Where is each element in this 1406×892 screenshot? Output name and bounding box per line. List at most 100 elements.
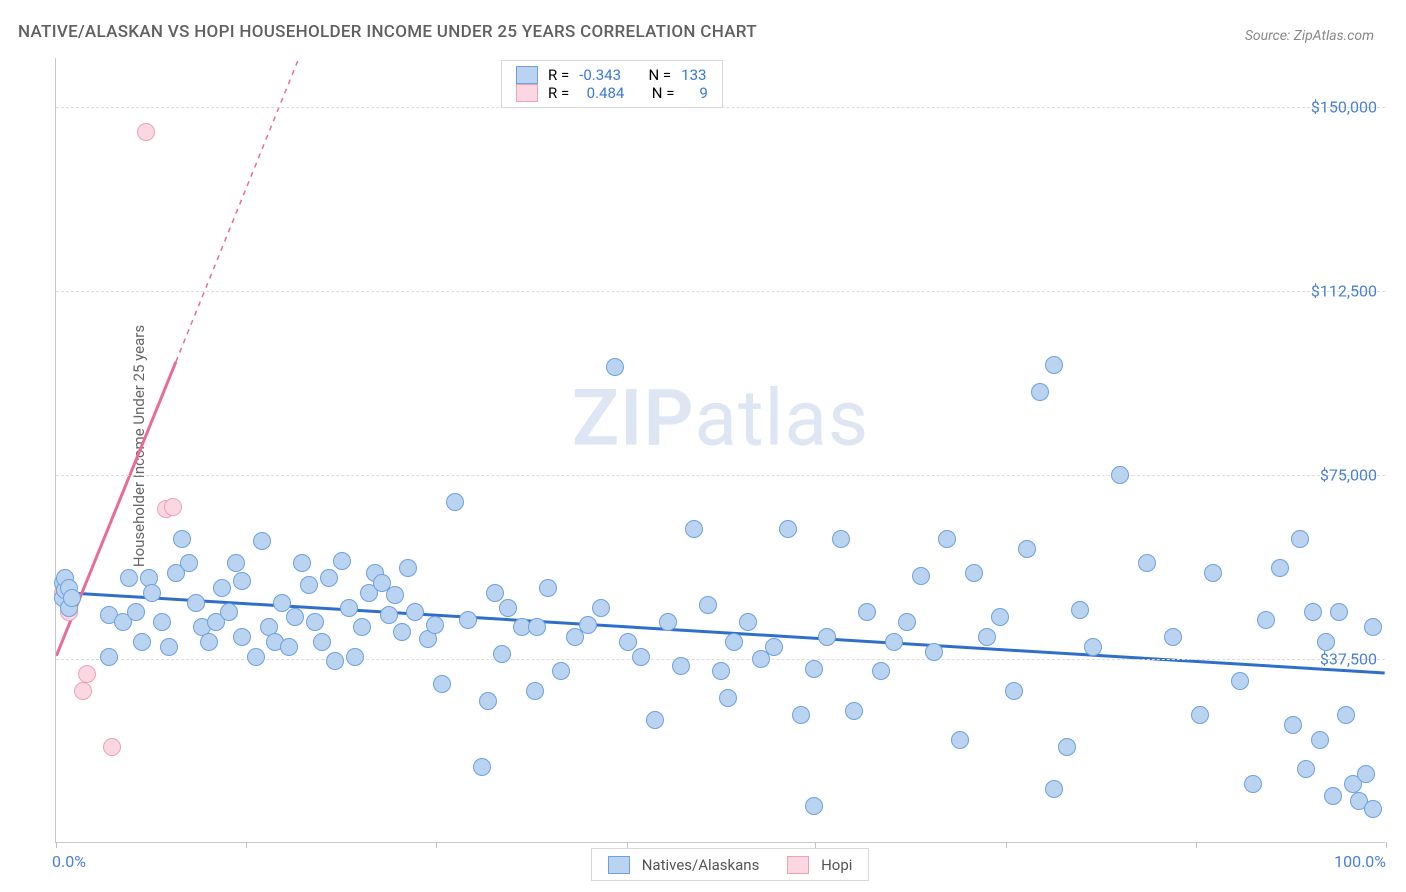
scatter-point-blue	[286, 608, 304, 626]
scatter-point-blue	[805, 797, 823, 815]
y-tick-label: $150,000	[1311, 98, 1377, 117]
scatter-point-blue	[1330, 603, 1348, 621]
scatter-point-blue	[340, 599, 358, 617]
scatter-point-blue	[965, 564, 983, 582]
x-tick	[436, 842, 437, 848]
scatter-point-blue	[872, 662, 890, 680]
scatter-point-blue	[1297, 760, 1315, 778]
scatter-point-blue	[153, 613, 171, 631]
scatter-point-blue	[127, 603, 145, 621]
scatter-point-blue	[180, 554, 198, 572]
scatter-point-blue	[333, 552, 351, 570]
watermark: ZIPatlas	[572, 373, 869, 464]
x-tick	[627, 842, 628, 848]
scatter-point-blue	[1031, 383, 1049, 401]
legend-r-label: R =	[548, 66, 569, 84]
legend-n-label: N =	[648, 66, 671, 84]
scatter-point-blue	[133, 633, 151, 651]
scatter-point-blue	[227, 554, 245, 572]
scatter-point-blue	[306, 613, 324, 631]
scatter-point-blue	[120, 569, 138, 587]
scatter-point-blue	[1337, 706, 1355, 724]
scatter-point-blue	[1311, 731, 1329, 749]
scatter-point-blue	[247, 648, 265, 666]
scatter-point-blue	[1191, 706, 1209, 724]
legend-swatch-pink	[516, 84, 538, 102]
scatter-point-blue	[213, 579, 231, 597]
scatter-plot-area: ZIPatlas R = -0.343 N = 133 R = 0.484 N …	[55, 58, 1385, 843]
scatter-point-blue	[233, 628, 251, 646]
x-tick	[1196, 842, 1197, 848]
legend-swatch-pink2	[787, 856, 809, 874]
scatter-point-blue	[719, 689, 737, 707]
scatter-point-blue	[63, 589, 81, 607]
scatter-point-blue	[632, 648, 650, 666]
scatter-point-blue	[646, 711, 664, 729]
scatter-point-blue	[685, 520, 703, 538]
scatter-point-blue	[1138, 554, 1156, 572]
legend-r-pink: 0.484	[579, 84, 624, 102]
scatter-point-blue	[1304, 603, 1322, 621]
scatter-point-blue	[1084, 638, 1102, 656]
scatter-point-blue	[473, 758, 491, 776]
scatter-point-blue	[818, 628, 836, 646]
scatter-point-blue	[606, 358, 624, 376]
scatter-point-blue	[1324, 787, 1342, 805]
scatter-point-blue	[187, 594, 205, 612]
scatter-point-blue	[353, 618, 371, 636]
legend-n-label2: N =	[652, 84, 675, 102]
scatter-point-blue	[1005, 682, 1023, 700]
scatter-point-blue	[200, 633, 218, 651]
legend-label-pink: Hopi	[821, 856, 852, 874]
scatter-point-blue	[712, 662, 730, 680]
grid-line	[56, 291, 1385, 292]
scatter-point-blue	[326, 652, 344, 670]
scatter-point-blue	[220, 603, 238, 621]
scatter-point-blue	[486, 584, 504, 602]
scatter-point-blue	[1317, 633, 1335, 651]
scatter-point-pink	[137, 123, 155, 141]
x-tick	[1386, 842, 1387, 848]
scatter-point-blue	[100, 648, 118, 666]
scatter-point-blue	[885, 633, 903, 651]
scatter-point-blue	[253, 532, 271, 550]
scatter-point-blue	[539, 579, 557, 597]
scatter-point-blue	[1204, 564, 1222, 582]
scatter-point-blue	[300, 576, 318, 594]
trendlines-svg	[56, 58, 1385, 842]
scatter-point-blue	[273, 594, 291, 612]
scatter-point-blue	[1244, 775, 1262, 793]
scatter-point-blue	[978, 628, 996, 646]
scatter-point-pink	[164, 498, 182, 516]
y-tick-label: $37,500	[1320, 650, 1377, 669]
scatter-point-blue	[346, 648, 364, 666]
legend-n-blue: 133	[681, 66, 706, 84]
legend-swatch-blue2	[608, 856, 630, 874]
scatter-point-blue	[426, 616, 444, 634]
correlation-legend: R = -0.343 N = 133 R = 0.484 N = 9	[501, 60, 723, 108]
scatter-point-blue	[293, 554, 311, 572]
scatter-point-blue	[672, 657, 690, 675]
scatter-point-pink	[103, 738, 121, 756]
scatter-point-blue	[1271, 559, 1289, 577]
y-tick-label: $112,500	[1311, 282, 1377, 301]
x-axis-max-label: 100.0%	[1334, 852, 1386, 871]
x-tick	[815, 842, 816, 848]
scatter-point-blue	[499, 599, 517, 617]
scatter-point-blue	[858, 603, 876, 621]
scatter-point-blue	[991, 608, 1009, 626]
source-label: Source: ZipAtlas.com	[1245, 28, 1374, 44]
legend-n-pink: 9	[684, 84, 707, 102]
scatter-point-blue	[479, 692, 497, 710]
x-axis-min-label: 0.0%	[52, 852, 86, 871]
scatter-point-blue	[320, 569, 338, 587]
scatter-point-pink	[74, 682, 92, 700]
scatter-point-blue	[725, 633, 743, 651]
scatter-point-pink	[78, 665, 96, 683]
scatter-point-blue	[1045, 356, 1063, 374]
x-tick	[1006, 842, 1007, 848]
scatter-point-blue	[526, 682, 544, 700]
scatter-point-blue	[619, 633, 637, 651]
scatter-point-blue	[1045, 780, 1063, 798]
grid-line	[56, 107, 1385, 108]
